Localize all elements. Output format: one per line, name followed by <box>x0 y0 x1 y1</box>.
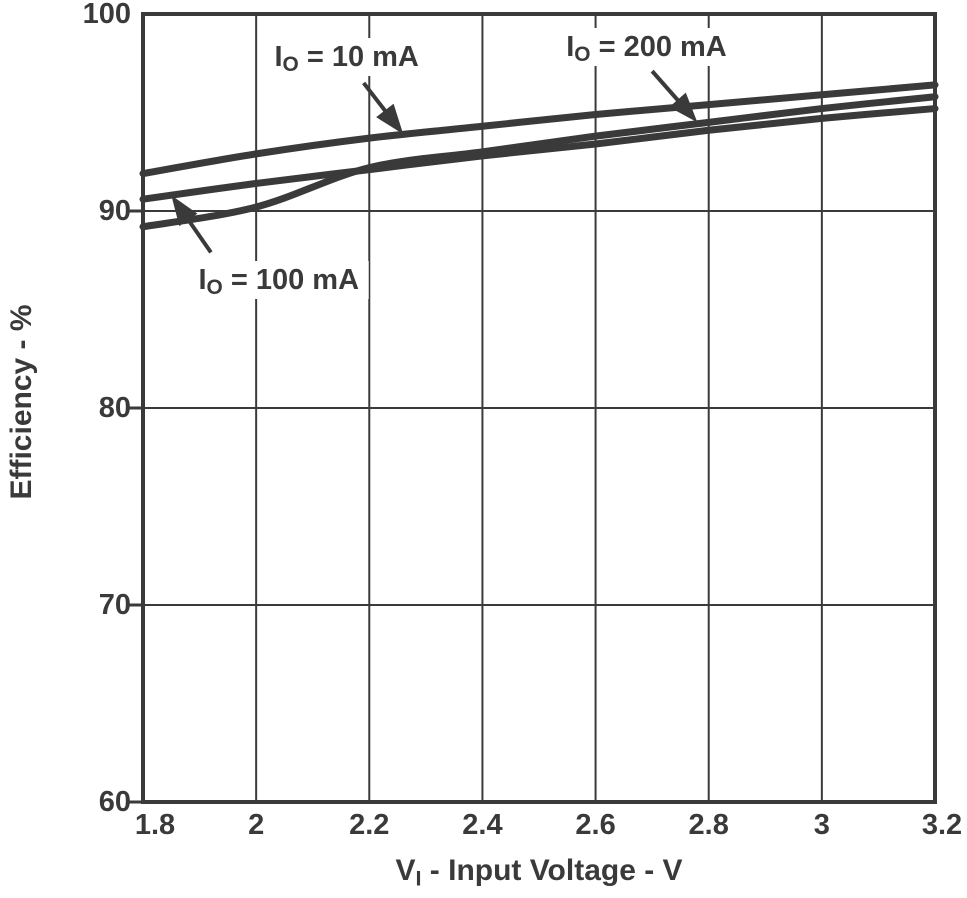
annotation-text: = 10 mA <box>298 41 419 74</box>
x-tick-label: 1.8 <box>134 809 176 841</box>
x-axis-symbol-subscript: I <box>415 865 422 891</box>
x-tick-label: 3 <box>813 809 830 841</box>
annotation-symbol-subscript: O <box>282 53 299 77</box>
annotation-symbol: I <box>566 31 575 64</box>
annotation-arrowhead <box>171 195 198 227</box>
x-tick-label: 2.2 <box>349 809 390 841</box>
y-axis-title: Efficiency - % <box>5 304 38 500</box>
curve-io-10-ma <box>139 81 939 178</box>
y-tick-label: 60 <box>98 786 131 818</box>
y-tick-label: 80 <box>98 392 131 424</box>
x-axis-title-text: - Input Voltage - V <box>421 854 683 887</box>
annotation-symbol-subscript: O <box>574 43 591 67</box>
x-tick-label: 2 <box>248 809 265 841</box>
x-tick-label: 2.4 <box>462 809 503 841</box>
x-tick-label: 2.6 <box>575 809 616 841</box>
x-axis-title: VI - Input Voltage - V <box>395 854 683 891</box>
annotation-symbol: I <box>274 41 283 74</box>
y-tick-label: 90 <box>98 195 131 227</box>
curve-io-100-ma <box>139 105 939 203</box>
annotation-symbol-subscript: O <box>206 276 223 300</box>
annotation-text: = 100 mA <box>222 263 360 296</box>
curve-io-200-ma <box>139 93 939 231</box>
y-tick-label: 100 <box>82 0 131 30</box>
annotation-io-100ma: IO = 100 mA <box>188 260 370 300</box>
annotation-arrowhead <box>669 92 698 123</box>
annotation-io-10ma: IO = 10 mA <box>264 38 429 77</box>
annotation-symbol: I <box>198 263 207 296</box>
x-tick-label: 2.8 <box>688 809 729 841</box>
annotation-text: = 200 mA <box>590 31 727 64</box>
y-tick-label: 70 <box>98 589 131 621</box>
x-tick-label: 3.2 <box>921 809 963 841</box>
annotation-io-200ma: IO = 200 mA <box>556 28 737 67</box>
x-axis-symbol: V <box>395 854 416 887</box>
annotation-arrowhead <box>376 103 404 135</box>
